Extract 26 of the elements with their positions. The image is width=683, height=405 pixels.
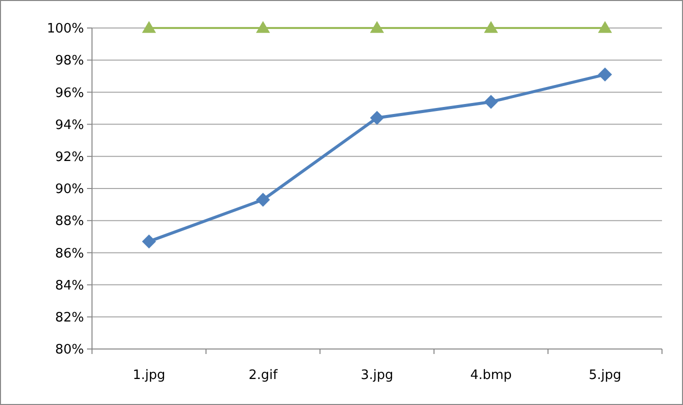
y-tick-label: 100%	[46, 22, 84, 37]
point	[256, 21, 270, 33]
y-tick-label: 84%	[55, 278, 84, 294]
y-tick-label: 88%	[55, 214, 84, 230]
point	[598, 68, 612, 82]
point	[256, 192, 270, 207]
point	[142, 21, 156, 33]
x-tick-label: 5.jpg	[588, 368, 622, 383]
point	[484, 21, 498, 33]
x-tick-label: 2.gif	[248, 368, 278, 383]
y-tick-label: 96%	[55, 86, 84, 101]
y-tick-label: 86%	[55, 246, 84, 262]
y-tick-label: 94%	[55, 118, 84, 133]
point	[370, 110, 384, 125]
point	[370, 21, 384, 33]
x-tick-label: 4.bmp	[470, 368, 512, 383]
y-tick-label: 80%	[55, 342, 84, 358]
x-tick-label: 3.jpg	[360, 368, 394, 383]
y-tick-label: 82%	[55, 310, 84, 326]
y-tick-label: 92%	[55, 150, 84, 165]
point	[484, 94, 498, 109]
y-tick-label: 90%	[55, 182, 84, 198]
point	[598, 21, 612, 33]
y-tick-label: 98%	[55, 54, 84, 69]
x-tick-label: 1.jpg	[132, 368, 166, 383]
point	[142, 234, 156, 248]
